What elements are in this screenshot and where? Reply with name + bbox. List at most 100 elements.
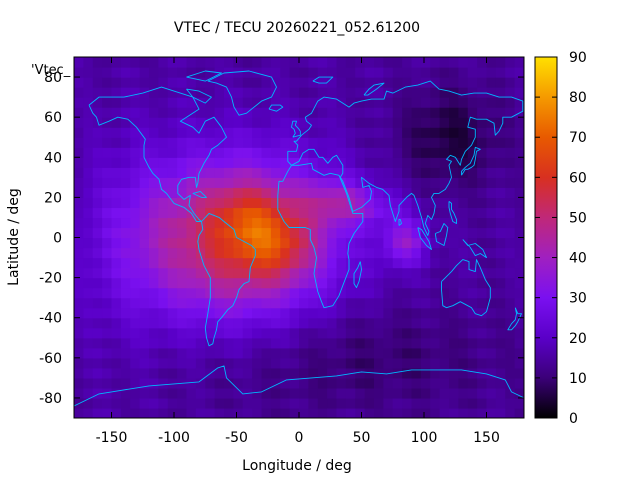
- heatmap-cell: [111, 337, 122, 349]
- heatmap-cell: [439, 317, 450, 329]
- heatmap-cell: [177, 167, 188, 178]
- heatmap-cell: [308, 337, 319, 349]
- heatmap-cell: [252, 217, 263, 229]
- heatmap-cell: [280, 387, 291, 399]
- heatmap-cell: [186, 277, 197, 289]
- heatmap-cell: [74, 277, 84, 289]
- heatmap-cell: [130, 67, 141, 78]
- heatmap-cell: [495, 127, 506, 138]
- heatmap-cell: [158, 327, 169, 339]
- heatmap-cell: [120, 187, 131, 198]
- heatmap-cell: [430, 127, 441, 138]
- heatmap-cell: [495, 397, 506, 409]
- heatmap-cell: [430, 317, 441, 329]
- x-axis-ticks: -150 -100 -50 0 50 100 150: [96, 57, 500, 446]
- heatmap-cell: [355, 77, 366, 88]
- heatmap-cell: [420, 157, 431, 168]
- heatmap-cell: [195, 267, 206, 279]
- heatmap-cell: [289, 267, 300, 279]
- heatmap-cell: [224, 297, 234, 309]
- heatmap-cell: [364, 57, 375, 68]
- heatmap-cell: [186, 177, 197, 188]
- heatmap-cell: [186, 87, 197, 98]
- heatmap-cell: [299, 377, 309, 389]
- heatmap-cell: [402, 107, 413, 118]
- heatmap-cell: [289, 77, 300, 88]
- heatmap-cell: [261, 237, 272, 249]
- heatmap-cell: [355, 237, 366, 249]
- heatmap-cell: [299, 137, 309, 148]
- heatmap-cell: [224, 277, 234, 289]
- heatmap-cell: [195, 367, 206, 379]
- heatmap-cell: [233, 137, 244, 148]
- heatmap-cell: [233, 307, 244, 319]
- heatmap-cell: [120, 107, 131, 118]
- heatmap-cell: [252, 347, 263, 359]
- heatmap-cell: [158, 387, 169, 399]
- heatmap-cell: [327, 177, 338, 188]
- heatmap-cell: [355, 177, 366, 188]
- heatmap-cell: [486, 157, 497, 168]
- heatmap-cell: [111, 87, 122, 98]
- heatmap-cell: [252, 107, 263, 118]
- heatmap-cell: [439, 197, 450, 209]
- heatmap-cell: [289, 287, 300, 299]
- heatmap-cell: [449, 67, 459, 78]
- heatmap-cell: [392, 377, 403, 389]
- heatmap-cell: [224, 227, 234, 239]
- heatmap-cell: [92, 267, 103, 279]
- heatmap-cell: [252, 277, 263, 289]
- heatmap-cell: [280, 247, 291, 259]
- heatmap-cell: [280, 317, 291, 329]
- heatmap-cell: [130, 77, 141, 88]
- heatmap-cell: [242, 367, 253, 379]
- heatmap-cell: [486, 237, 497, 249]
- heatmap-cell: [280, 77, 291, 88]
- heatmap-cell: [158, 197, 169, 209]
- heatmap-cell: [486, 407, 497, 418]
- heatmap-cell: [120, 137, 131, 148]
- heatmap-cell: [467, 327, 478, 339]
- heatmap-cell: [364, 357, 375, 369]
- heatmap-cell: [495, 177, 506, 188]
- heatmap-cell: [158, 347, 169, 359]
- heatmap-cell: [233, 367, 244, 379]
- x-axis-label: Longitude / deg: [242, 458, 352, 474]
- heatmap-cell: [233, 347, 244, 359]
- heatmap-cell: [242, 147, 253, 158]
- heatmap-cell: [495, 227, 506, 239]
- heatmap-cell: [374, 117, 384, 128]
- heatmap-cell: [139, 337, 150, 349]
- heatmap-cell: [505, 227, 516, 239]
- heatmap-cell: [477, 167, 488, 178]
- heatmap-cell: [402, 377, 413, 389]
- heatmap-cell: [449, 347, 459, 359]
- heatmap-cell: [167, 157, 178, 168]
- heatmap-cell: [458, 107, 469, 118]
- heatmap-cell: [120, 327, 131, 339]
- heatmap-cell: [280, 227, 291, 239]
- heatmap-cell: [74, 57, 84, 68]
- heatmap-cell: [364, 97, 375, 108]
- heatmap-cell: [158, 397, 169, 409]
- heatmap-cell: [458, 317, 469, 329]
- heatmap-cell: [449, 237, 459, 249]
- heatmap-cell: [120, 197, 131, 209]
- heatmap-cell: [252, 267, 263, 279]
- heatmap-cell: [299, 167, 309, 178]
- heatmap-cell: [102, 347, 113, 359]
- heatmap-cell: [186, 57, 197, 68]
- heatmap-cell: [270, 87, 281, 98]
- heatmap-cell: [374, 67, 384, 78]
- heatmap-cell: [167, 367, 178, 379]
- heatmap-cell: [130, 367, 141, 379]
- heatmap-cell: [317, 97, 328, 108]
- heatmap-cell: [374, 327, 384, 339]
- heatmap-cell: [252, 327, 263, 339]
- heatmap-cell: [439, 147, 450, 158]
- heatmap-cell: [92, 387, 103, 399]
- heatmap-cell: [177, 407, 188, 418]
- heatmap-cell: [439, 57, 450, 68]
- heatmap-cell: [205, 87, 216, 98]
